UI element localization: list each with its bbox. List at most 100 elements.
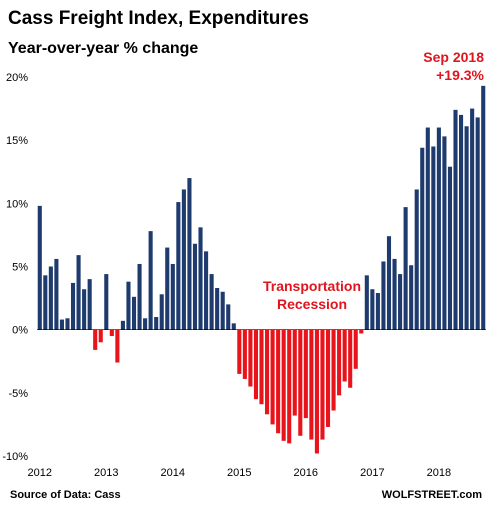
bar-2013-06 [131, 296, 137, 330]
bar-2014-11 [226, 304, 231, 330]
bar-2017-06 [398, 274, 403, 330]
bar-2018-01 [436, 127, 441, 330]
bar-2015-01 [237, 329, 242, 374]
bar-2012-01 [37, 205, 42, 330]
bar-2015-08 [276, 329, 281, 434]
bar-2014-08 [209, 274, 214, 330]
bar-2018-05 [459, 114, 464, 330]
bar-2018-03 [447, 166, 453, 330]
bar-2014-03 [181, 189, 186, 330]
bar-2012-08 [76, 255, 81, 330]
bar-2015-06 [264, 329, 270, 415]
x-tick-label: 2013 [94, 467, 118, 479]
bar-2017-11 [425, 127, 430, 330]
x-tick-label: 2016 [294, 467, 318, 479]
bar-2016-10 [353, 329, 358, 369]
bar-2017-09 [414, 189, 419, 330]
bar-2017-04 [386, 236, 392, 330]
bar-2016-08 [342, 329, 347, 382]
bar-2014-01 [170, 263, 175, 330]
bar-2015-04 [253, 329, 259, 400]
x-tick-label: 2012 [28, 467, 52, 479]
x-axis-tick-labels: 2012 2013 2014 2015 2016 2017 2018 [28, 467, 452, 479]
recession-label-line2: Recession [277, 296, 347, 312]
bar-2013-05 [126, 281, 131, 330]
bar-2016-11 [359, 329, 364, 334]
x-tick-label: 2017 [360, 467, 384, 479]
bar-2017-03 [381, 261, 386, 330]
bar-2014-05 [192, 243, 198, 330]
last-point-date-label: Sep 2018 [423, 49, 484, 65]
bar-2018-07 [470, 108, 475, 330]
bar-2013-04 [120, 320, 125, 330]
bar-2013-10 [154, 317, 159, 330]
bar-2018-09 [481, 85, 486, 330]
bar-2018-06 [464, 126, 469, 330]
bar-series [37, 85, 486, 454]
site-credit: WOLFSTREET.com [382, 489, 482, 501]
chart-subtitle: Year-over-year % change [8, 40, 198, 57]
bar-2012-03 [48, 266, 53, 330]
bar-2015-10 [287, 329, 292, 444]
bar-2017-07 [403, 207, 408, 330]
bar-2016-12 [364, 275, 369, 330]
bar-2014-04 [187, 178, 192, 330]
bar-2012-07 [70, 282, 76, 330]
bar-2016-04 [320, 329, 325, 440]
bar-2016-07 [337, 329, 342, 396]
x-tick-label: 2014 [161, 467, 185, 479]
bar-2012-05 [59, 319, 64, 330]
source-note: Source of Data: Cass [10, 489, 121, 501]
bar-2014-09 [215, 287, 220, 330]
bar-2013-09 [148, 231, 153, 330]
bar-2012-12 [98, 329, 103, 343]
bar-2013-01 [104, 274, 109, 330]
bar-2013-03 [115, 329, 120, 363]
bar-2013-11 [159, 294, 164, 330]
y-tick-label: 0% [12, 325, 28, 337]
bar-2014-02 [176, 202, 181, 330]
bar-2017-12 [431, 146, 436, 330]
bar-2017-05 [392, 258, 397, 330]
bar-2016-05 [325, 329, 331, 427]
bar-2018-02 [442, 136, 447, 330]
last-point-value-label: +19.3% [436, 67, 484, 83]
bar-2017-01 [370, 289, 375, 330]
bar-2012-06 [65, 318, 70, 330]
bar-2016-09 [348, 329, 353, 388]
bar-2016-02 [309, 329, 314, 440]
bar-2017-08 [409, 265, 414, 330]
y-tick-label: 10% [6, 198, 28, 210]
bar-2015-05 [259, 329, 264, 405]
x-tick-label: 2015 [227, 467, 251, 479]
bar-2014-10 [220, 291, 225, 330]
bar-2015-02 [242, 329, 247, 379]
bar-2013-08 [143, 318, 148, 330]
bar-2012-10 [87, 279, 92, 330]
bar-2016-01 [303, 329, 308, 419]
bar-2015-11 [292, 329, 297, 416]
bar-2012-04 [54, 258, 59, 330]
bar-2017-02 [375, 293, 380, 330]
bar-2018-04 [453, 109, 458, 330]
y-tick-label: -10% [2, 451, 28, 463]
bar-2013-07 [137, 263, 142, 330]
x-tick-label: 2018 [427, 467, 451, 479]
bar-2016-03 [314, 329, 319, 454]
bar-2017-10 [420, 147, 425, 330]
bar-2014-06 [198, 227, 203, 330]
bar-2013-12 [165, 247, 170, 330]
bar-2013-02 [109, 329, 114, 336]
bar-2015-03 [248, 329, 253, 387]
y-axis-tick-labels: -10% -5% 0% 5% 10% 15% 20% [2, 72, 28, 463]
y-tick-label: 15% [6, 135, 28, 147]
bar-2012-11 [93, 329, 98, 350]
bar-2018-08 [475, 117, 480, 330]
y-tick-label: 20% [6, 72, 28, 84]
bar-2015-09 [281, 329, 286, 441]
y-tick-label: 5% [12, 262, 28, 274]
bar-2016-06 [331, 329, 336, 411]
bar-2015-12 [298, 329, 303, 436]
recession-label-line1: Transportation [263, 278, 361, 294]
